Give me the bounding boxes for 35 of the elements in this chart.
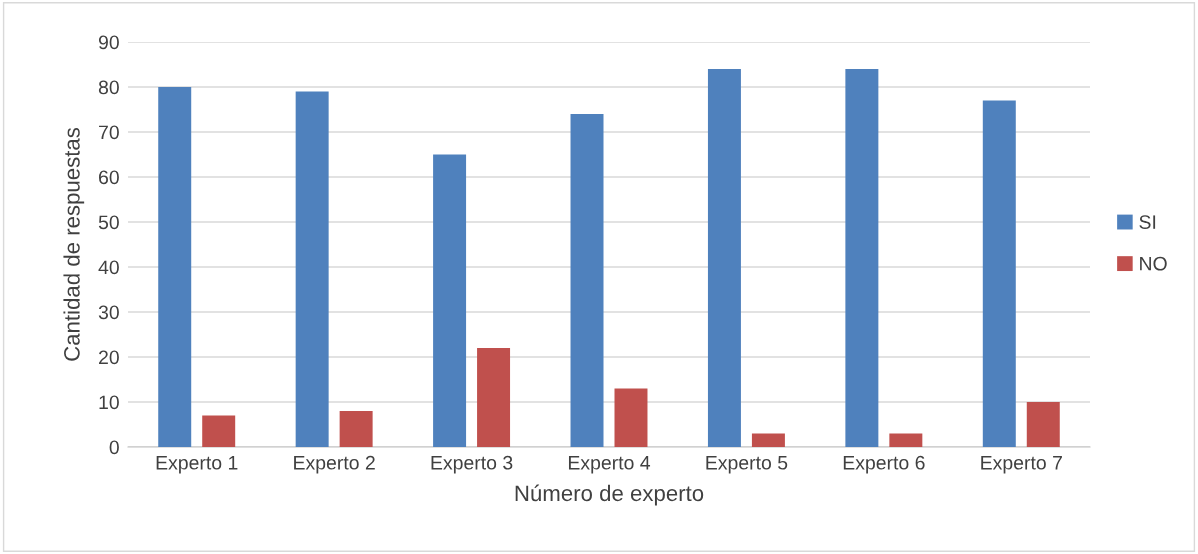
- x-tick-label: Experto 3: [431, 455, 513, 474]
- bar: [339, 411, 373, 447]
- y-tick-label: 30: [98, 305, 119, 320]
- y-tick-label: 60: [99, 170, 119, 185]
- y-axis-title: Cantidad de respuestas: [63, 127, 85, 361]
- bar: [845, 69, 879, 447]
- legend-label: NO: [1140, 256, 1167, 271]
- bar: [707, 69, 741, 447]
- x-tick-label: Experto 5: [706, 456, 788, 474]
- x-tick-label: Experto 4: [568, 456, 651, 474]
- bar: [295, 91, 329, 447]
- y-tick-label: 50: [98, 215, 119, 230]
- bar: [477, 348, 511, 447]
- y-tick-label: 80: [98, 80, 119, 95]
- y-tick-label: 40: [98, 260, 119, 275]
- y-tick-label: 70: [99, 125, 119, 140]
- x-tick-label: Experto 2: [294, 455, 375, 474]
- x-tick-label: Experto 1: [156, 456, 238, 474]
- bar: [982, 100, 1016, 447]
- bar: [158, 87, 192, 447]
- bar: [433, 154, 467, 447]
- bar: [889, 433, 923, 447]
- y-tick-label: 0: [109, 440, 119, 455]
- bar: [570, 114, 604, 447]
- y-tick-label: 10: [99, 395, 119, 410]
- y-tick-label: 20: [99, 350, 119, 365]
- y-tick-label: 90: [98, 35, 119, 50]
- x-tick-label: Experto 6: [843, 455, 925, 474]
- bar: [1026, 402, 1060, 447]
- legend-label: SI: [1139, 215, 1156, 229]
- x-axis-title: Número de experto: [515, 484, 704, 506]
- bar: [614, 388, 648, 447]
- x-tick-label: Experto 7: [981, 456, 1062, 474]
- bar: [751, 433, 785, 447]
- bar: [202, 415, 236, 447]
